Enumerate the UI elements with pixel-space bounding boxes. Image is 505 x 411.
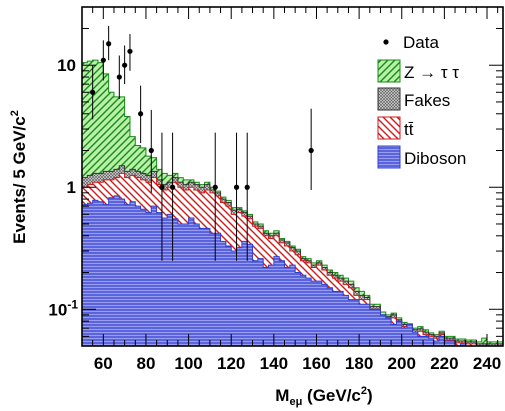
x-tick-label: 180 — [345, 354, 373, 373]
data-point — [127, 48, 133, 54]
data-point — [100, 57, 106, 63]
data-point — [212, 184, 218, 190]
x-tick-label: 140 — [260, 354, 288, 373]
data-point — [308, 147, 314, 154]
legend-swatch-fakes — [377, 87, 401, 111]
legend: Data Z → τ τ Fakes tt̄ Diboson — [377, 33, 466, 169]
axes: 60 80 100 120 140 160 180 200 220 240 10 1 10-1 Meμ (… — [9, 6, 504, 408]
x-axis-title: Meμ (GeV/c2) — [275, 385, 372, 408]
x-tick-label: 240 — [473, 354, 501, 373]
x-tick-label: 80 — [136, 354, 155, 373]
y-tick-label: 10-1 — [48, 297, 78, 319]
y-axis-title: Events/ 5 GeV/c2 — [9, 110, 29, 244]
legend-swatch-z- — [377, 59, 401, 83]
y-tick-label: 10 — [57, 56, 76, 75]
stacked-histograms — [82, 59, 503, 346]
x-tick-label: 160 — [302, 354, 330, 373]
y-tick-label: 1 — [67, 178, 76, 197]
legend-label: Z → τ τ — [404, 63, 459, 82]
legend-label: Fakes — [404, 91, 450, 110]
data-point — [159, 184, 165, 190]
data-point — [233, 184, 240, 190]
plot-frame — [81, 6, 504, 347]
data-points — [90, 25, 314, 261]
data-point — [116, 74, 122, 80]
data-point — [138, 111, 144, 117]
x-tick-label: 220 — [430, 354, 458, 373]
legend-swatch-tt- — [377, 116, 401, 140]
data-point — [122, 62, 128, 68]
histogram-diboson — [82, 195, 503, 346]
data-point — [148, 147, 154, 154]
x-tick-label: 120 — [217, 354, 245, 373]
legend-label: tt̄ — [404, 120, 414, 139]
x-tick-label: 100 — [174, 354, 202, 373]
legend-label: Diboson — [404, 149, 466, 168]
legend-data-marker — [383, 39, 389, 45]
data-point — [106, 41, 112, 47]
legend-swatch-diboson — [377, 145, 401, 169]
data-point — [169, 184, 176, 190]
data-point — [244, 184, 250, 190]
legend-label: Data — [403, 33, 439, 52]
x-tick-label: 200 — [388, 354, 416, 373]
x-tick-label: 60 — [94, 354, 113, 373]
data-point — [90, 89, 96, 95]
